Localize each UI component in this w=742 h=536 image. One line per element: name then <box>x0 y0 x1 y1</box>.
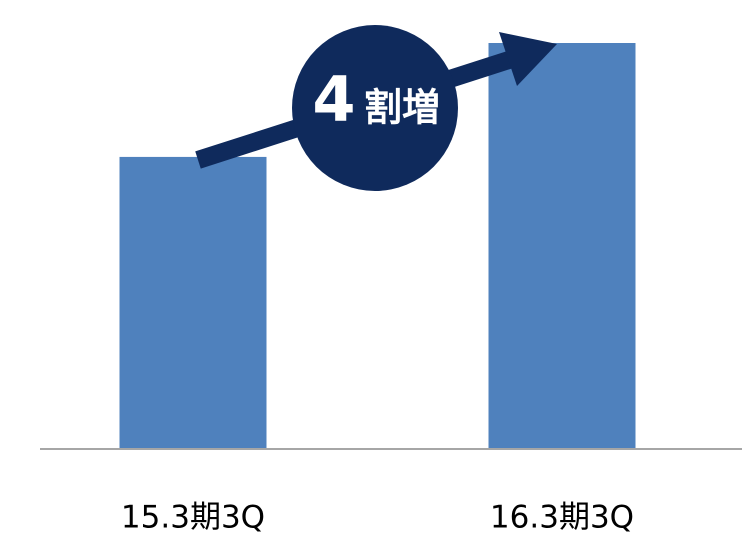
bar <box>119 156 267 449</box>
bar <box>488 43 636 449</box>
x-tick-label: 16.3期3Q <box>490 500 634 536</box>
x-tick-label: 15.3期3Q <box>121 500 265 536</box>
badge-text: 割増 <box>364 86 440 130</box>
arrow-head <box>499 32 557 86</box>
badge <box>292 25 458 191</box>
bars <box>119 43 636 449</box>
badge-number: 4 <box>312 63 355 136</box>
